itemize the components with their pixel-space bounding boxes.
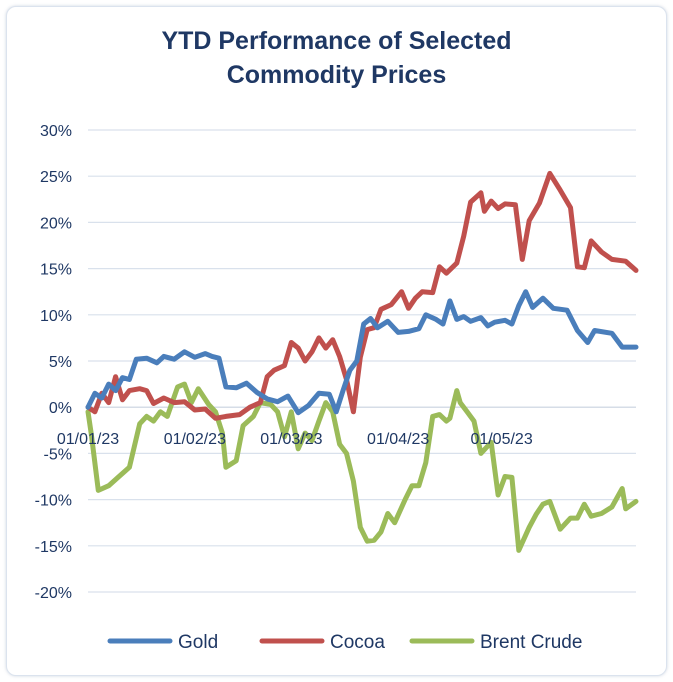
y-tick-label: -15%: [35, 539, 72, 556]
y-tick-label: -5%: [44, 446, 72, 463]
series-line-cocoa: [85, 170, 639, 421]
gridlines: [88, 129, 636, 593]
x-axis-tick-labels: 01/01/23 01/02/23 01/03/23 01/04/23 01/05/23: [57, 431, 533, 448]
chart-title-line-2: Commodity Prices: [226, 61, 447, 89]
chart-frame: [6, 6, 667, 676]
x-tick-label: 01/03/23: [260, 431, 322, 448]
x-tick-label: 01/01/23: [57, 431, 119, 448]
y-tick-label: -20%: [35, 585, 72, 602]
legend: Gold Cocoa Brent Crude: [107, 632, 582, 653]
y-tick-label: 20%: [40, 215, 72, 232]
series-line-gold: [85, 289, 639, 416]
series-lines: [85, 170, 639, 553]
y-tick-label: 0%: [49, 400, 72, 417]
legend-label-cocoa: Cocoa: [330, 632, 385, 653]
y-axis-tick-labels: -20% -15% -10% -5% 0% 5% 10% 15% 20% 25% 30%: [35, 123, 72, 602]
legend-label-gold: Gold: [178, 632, 218, 653]
legend-label-brent-crude: Brent Crude: [480, 632, 582, 653]
x-tick-label: 01/04/23: [367, 431, 429, 448]
chart-title-line-1: YTD Performance of Selected: [161, 27, 512, 55]
y-tick-label: 30%: [40, 123, 72, 140]
y-tick-label: -10%: [35, 493, 72, 510]
y-tick-label: 5%: [49, 354, 72, 371]
y-tick-label: 25%: [40, 169, 72, 186]
x-tick-label: 01/05/23: [470, 431, 532, 448]
series-line-brent-crude: [85, 381, 639, 553]
x-tick-label: 01/02/23: [164, 431, 226, 448]
y-tick-label: 10%: [40, 308, 72, 325]
y-tick-label: 15%: [40, 262, 72, 279]
chart-title: YTD Performance of Selected Commodity Pr…: [0, 24, 673, 92]
